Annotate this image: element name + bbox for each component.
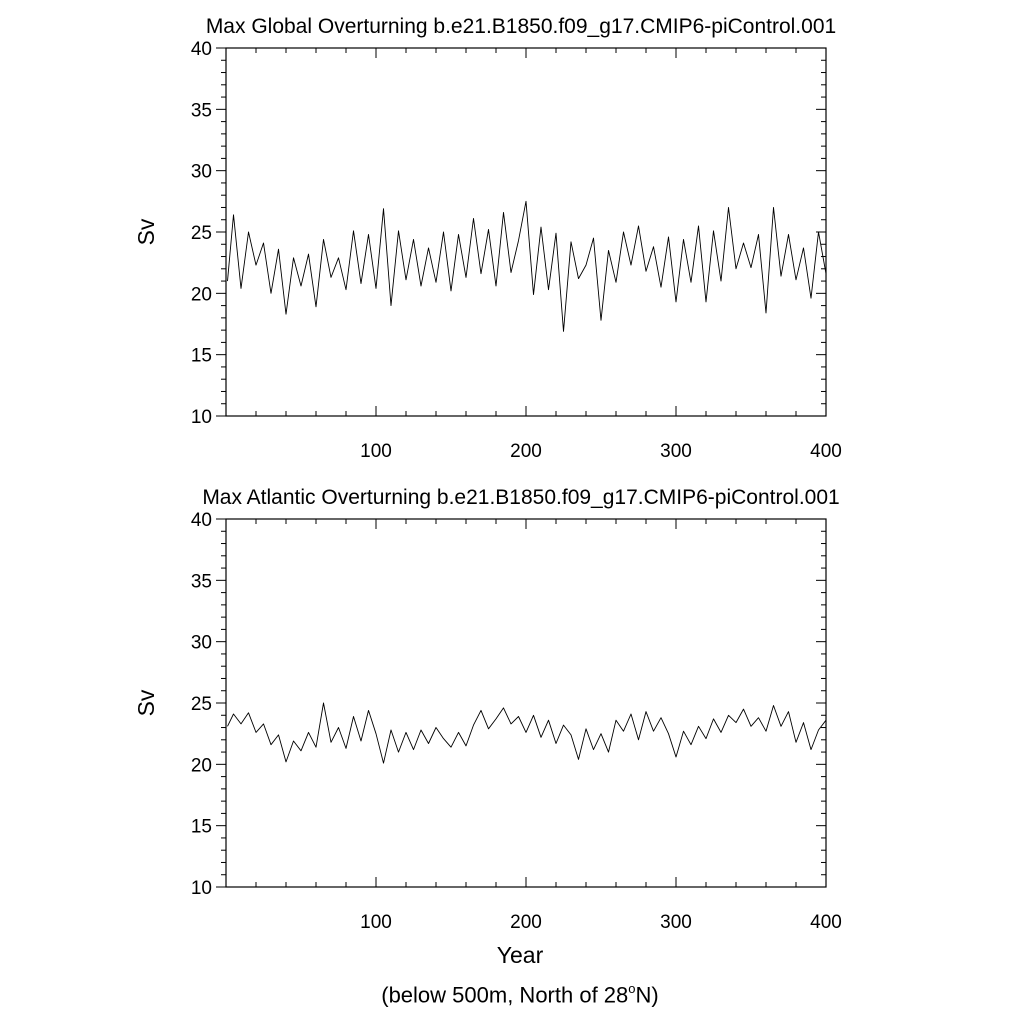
x-axis-label: Year [497,942,544,968]
chart-title: Max Atlantic Overturning b.e21.B1850.f09… [202,486,839,509]
panel-global-overturning: Max Global Overturning b.e21.B1850.f09_g… [133,15,842,462]
y-tick-label: 30 [191,633,212,654]
x-tick-label: 100 [360,441,392,462]
footnote-text: (below 500m, North of 28 [381,982,629,1008]
x-tick-label: 400 [810,441,842,462]
y-tick-label: 20 [191,284,212,305]
x-tick-label: 300 [660,912,692,933]
y-tick-label: 15 [191,817,212,838]
plot-frame [225,518,827,888]
y-tick-label: 10 [191,878,212,899]
chart-title: Max Global Overturning b.e21.B1850.f09_g… [206,15,836,38]
footnote: (below 500m, North of 28oN) [0,981,1024,1008]
plot-frame [225,47,827,417]
y-axis-label: Sv [133,218,159,245]
y-axis-label: Sv [133,689,159,716]
y-tick-label: 25 [191,223,212,244]
footnote-text-end: N) [635,982,659,1008]
y-tick-label: 40 [191,510,212,531]
y-tick-label: 35 [191,100,212,121]
y-tick-label: 35 [191,571,212,592]
y-tick-label: 30 [191,162,212,183]
x-tick-label: 300 [660,441,692,462]
panel-atlantic-overturning: Max Atlantic Overturning b.e21.B1850.f09… [133,486,842,968]
x-tick-label: 200 [510,441,542,462]
x-tick-label: 100 [360,912,392,933]
y-tick-label: 10 [191,407,212,428]
y-tick-label: 15 [191,346,212,367]
series-line [227,702,827,764]
y-tick-label: 20 [191,755,212,776]
degree-superscript: o [628,981,636,996]
y-tick-label: 25 [191,694,212,715]
y-tick-label: 40 [191,39,212,60]
x-tick-label: 200 [510,912,542,933]
x-tick-label: 400 [810,912,842,933]
series-line [227,200,827,332]
